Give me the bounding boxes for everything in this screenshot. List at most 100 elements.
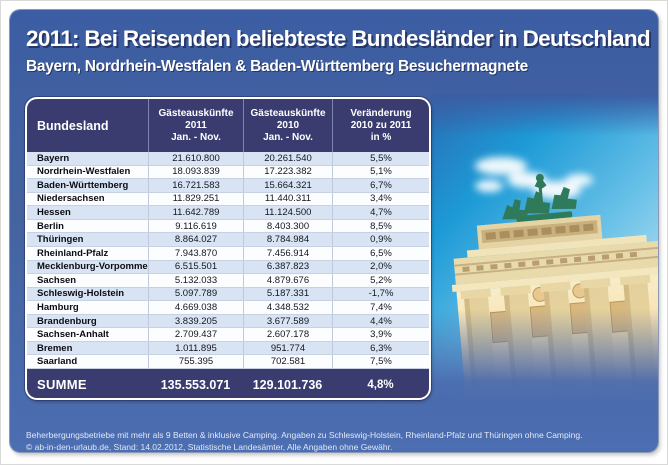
value-change: 8,5%	[332, 219, 429, 233]
summary-2011: 135.553.071	[160, 377, 231, 392]
value-change: -1,7%	[332, 287, 429, 301]
state-name: Brandenburg	[37, 315, 97, 327]
table-row: Nordrhein-Westfalen 18.093.839 17.223.382 5…	[27, 165, 429, 180]
column-header-label: Gästeauskünfte	[250, 107, 326, 119]
value-2011: 11.642.789	[148, 206, 243, 219]
value-2011: 1.011.895	[148, 341, 243, 355]
value-change: 3,4%	[332, 192, 429, 206]
table-row: Schleswig-Holstein 5.097.789 5.187.331 -1,7…	[27, 287, 429, 302]
brandenburg-gate-photo	[431, 94, 658, 406]
column-header-label: in %	[370, 131, 392, 143]
state-name: Berlin	[37, 220, 64, 232]
state-name: Mecklenburg-Vorpommern	[37, 261, 148, 273]
value-2010: 20.261.540	[243, 152, 332, 165]
value-change: 4,4%	[332, 314, 429, 328]
value-2011: 5.132.033	[148, 274, 243, 287]
quadriga-statue	[502, 173, 577, 222]
column-header-bundesland: Bundesland	[27, 99, 148, 152]
table-row: Rheinland-Pfalz 7.943.870 7.456.914 6,5%	[27, 246, 429, 261]
value-2010: 3.677.589	[243, 314, 332, 328]
value-2010: 4.879.676	[243, 274, 332, 287]
state-name: Baden-Württemberg	[37, 179, 129, 191]
column-header-veraenderung: Veränderung 2010 zu 2011 in %	[332, 99, 429, 152]
brandenburg-gate-illustration	[431, 94, 658, 406]
value-2011: 7.943.870	[148, 246, 243, 260]
value-2010: 5.187.331	[243, 287, 332, 301]
table-row: Thüringen 8.864.027 8.784.984 0,9%	[27, 233, 429, 247]
state-name: Sachsen	[37, 274, 77, 286]
value-2010: 702.581	[243, 355, 332, 368]
value-change: 2,0%	[332, 260, 429, 274]
table-row: Sachsen 5.132.033 4.879.676 5,2%	[27, 274, 429, 288]
footnote-line-1: Beherbergungsbetriebe mit mehr als 9 Bet…	[26, 430, 583, 440]
footnote-line-2: © ab-in-den-urlaub.de, Stand: 14.02.2012…	[26, 441, 393, 452]
value-2010: 17.223.382	[243, 165, 332, 179]
table-row: Hamburg 4.669.038 4.348.532 7,4%	[27, 301, 429, 315]
value-2010: 8.403.300	[243, 219, 332, 233]
state-name: Niedersachsen	[37, 193, 105, 205]
summary-label: SUMME	[37, 377, 87, 392]
value-2011: 755.395	[148, 355, 243, 368]
page-subtitle: Bayern, Nordrhein-Westfalen & Baden-Würt…	[26, 58, 528, 75]
value-change: 5,1%	[332, 165, 429, 179]
value-2011: 9.116.619	[148, 219, 243, 233]
value-2010: 951.774	[243, 341, 332, 355]
value-2010: 4.348.532	[243, 301, 332, 314]
value-2010: 2.607.178	[243, 328, 332, 341]
state-name: Sachsen-Anhalt	[37, 329, 109, 341]
column-header-label: Veränderung	[350, 107, 412, 119]
value-change: 5,2%	[332, 274, 429, 287]
bundeslaender-table: Bundesland Gästeauskünfte 2011 Jan. - No…	[25, 97, 431, 400]
value-change: 7,5%	[332, 355, 429, 368]
table-body: Bayern 21.610.800 20.261.540 5,5% Nordrhein…	[27, 152, 429, 369]
value-2010: 11.124.500	[243, 206, 332, 219]
value-2010: 15.664.321	[243, 179, 332, 192]
state-name: Bremen	[37, 342, 73, 354]
value-2011: 11.829.251	[148, 192, 243, 206]
value-2011: 21.610.800	[148, 152, 243, 165]
column-header-2010: Gästeauskünfte 2010 Jan. - Nov.	[243, 99, 332, 152]
table-header-row: Bundesland Gästeauskünfte 2011 Jan. - No…	[27, 99, 429, 152]
column-header-label: Bundesland	[37, 118, 109, 133]
column-header-label: 2011	[185, 119, 207, 131]
value-change: 0,9%	[332, 233, 429, 246]
table-row: Hessen 11.642.789 11.124.500 4,7%	[27, 206, 429, 220]
summary-2010: 129.101.736	[252, 377, 323, 392]
value-change: 6,5%	[332, 246, 429, 260]
state-name: Schleswig-Holstein	[37, 288, 125, 300]
infographic-panel: 2011: Bei Reisenden beliebteste Bundeslä…	[10, 10, 658, 452]
value-2010: 6.387.823	[243, 260, 332, 274]
value-change: 5,5%	[332, 152, 429, 165]
value-change: 4,7%	[332, 206, 429, 219]
table-row: Berlin 9.116.619 8.403.300 8,5%	[27, 219, 429, 234]
table-row: Baden-Württemberg 16.721.583 15.664.321 6,7…	[27, 179, 429, 193]
page-title: 2011: Bei Reisenden beliebteste Bundeslä…	[26, 26, 651, 51]
state-name: Hessen	[37, 207, 71, 219]
value-change: 3,9%	[332, 328, 429, 341]
value-2011: 3.839.205	[148, 314, 243, 328]
summary-change: 4,8%	[367, 378, 394, 391]
value-2011: 8.864.027	[148, 233, 243, 246]
table-row: Mecklenburg-Vorpommern 6.515.501 6.387.823…	[27, 260, 429, 275]
column-header-2011: Gästeauskünfte 2011 Jan. - Nov.	[148, 99, 243, 152]
value-2011: 2.709.437	[148, 328, 243, 341]
column-header-label: Gästeauskünfte	[158, 107, 234, 119]
table-row: Saarland 755.395 702.581 7,5%	[27, 355, 429, 369]
value-change: 7,4%	[332, 301, 429, 314]
state-name: Rheinland-Pfalz	[37, 247, 109, 259]
table-row: Sachsen-Anhalt 2.709.437 2.607.178 3,9%	[27, 328, 429, 342]
table-row: Brandenburg 3.839.205 3.677.589 4,4%	[27, 314, 429, 329]
column-header-label: Jan. - Nov.	[171, 131, 221, 143]
state-name: Bayern	[37, 152, 70, 164]
state-name: Hamburg	[37, 301, 79, 313]
column-header-label: 2010	[276, 119, 300, 131]
value-change: 6,3%	[332, 341, 429, 355]
table-row: Bayern 21.610.800 20.261.540 5,5%	[27, 152, 429, 166]
state-name: Thüringen	[37, 234, 84, 246]
value-2011: 18.093.839	[148, 165, 243, 179]
table-row: Bremen 1.011.895 951.774 6,3%	[27, 341, 429, 356]
column-header-label: Jan. - Nov.	[263, 131, 313, 143]
table-summary-row: SUMME 135.553.071 129.101.736 4,8%	[27, 369, 429, 398]
value-2010: 8.784.984	[243, 233, 332, 246]
value-2011: 16.721.583	[148, 179, 243, 192]
